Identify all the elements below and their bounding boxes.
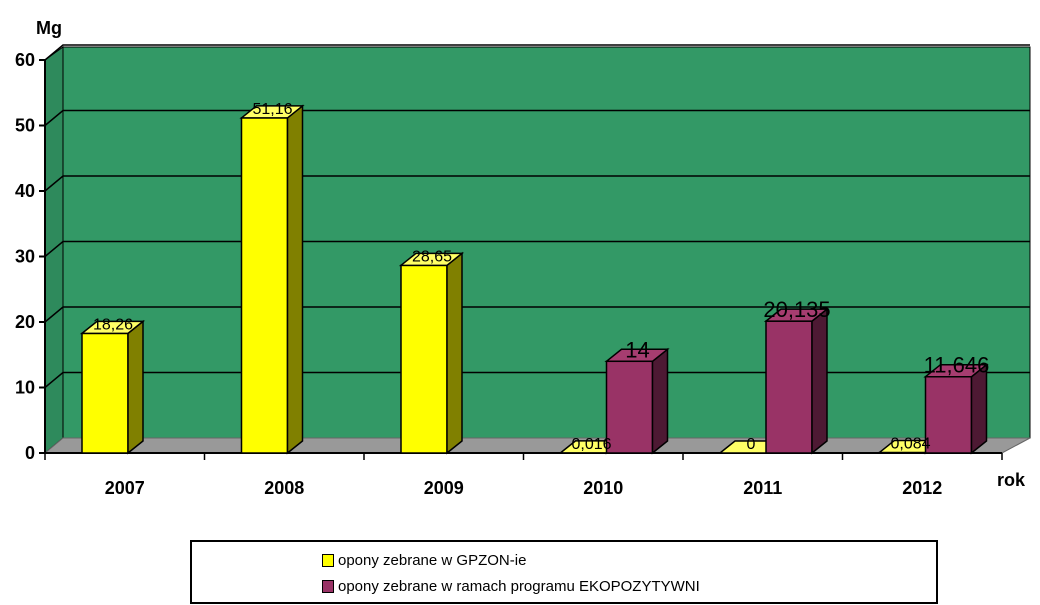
x-tick-label-2009: 2009 xyxy=(424,478,464,498)
x-tick-label-2012: 2012 xyxy=(902,478,942,498)
gridline-50 xyxy=(44,109,1030,127)
bar-2-2010 xyxy=(604,347,670,455)
y-tick-labels: 0 10 20 30 40 50 60 xyxy=(15,50,35,463)
bar-2-2012 xyxy=(923,363,989,455)
x-tick-labels: 2007 2008 2009 2010 2011 2012 xyxy=(105,478,943,498)
plot-area xyxy=(43,46,1031,455)
y-tick-label-10: 10 xyxy=(15,378,35,398)
bar-2-2011 xyxy=(763,307,830,455)
bar-side xyxy=(651,347,669,455)
gridline-10 xyxy=(44,371,1030,389)
gridline-20 xyxy=(44,306,1030,323)
data-labels: 18,26 51,16 28,65 0,016 0 0,084 14 20,135 11,646 xyxy=(93,101,989,453)
bar-side xyxy=(127,319,144,455)
gridline-40 xyxy=(44,175,1030,192)
data-label-1-2010: 0,016 xyxy=(571,436,611,453)
bar-1-2007 xyxy=(79,319,146,455)
bar-front xyxy=(240,117,289,454)
x-axis-title: rok xyxy=(997,470,1026,490)
bar-side xyxy=(811,307,828,455)
y-tick-label-30: 30 xyxy=(15,247,35,267)
bar-side xyxy=(970,363,988,455)
legend-label-series-2: opony zebrane w ramach programu EKOPOZYT… xyxy=(338,578,700,595)
bar-front xyxy=(400,264,448,454)
data-label-1-2008: 51,16 xyxy=(252,101,292,118)
legend-item-series-2: opony zebrane w ramach programu EKOPOZYT… xyxy=(322,578,700,595)
bar-side xyxy=(446,251,463,455)
bar-chart: 18,26 51,16 28,65 0,016 0 0,084 14 20,135 11,646… xyxy=(15,18,1031,498)
legend: opony zebrane w GPZON-ie opony zebrane w… xyxy=(190,540,938,604)
y-tick-label-0: 0 xyxy=(25,443,35,463)
legend-label-series-1: opony zebrane w GPZON-ie xyxy=(338,552,527,569)
plot-side-wall xyxy=(44,46,64,455)
bar-front xyxy=(924,375,973,454)
bar-top xyxy=(79,320,146,335)
bar-side xyxy=(286,104,304,455)
y-tick-label-60: 60 xyxy=(15,50,35,70)
gridline-30 xyxy=(44,240,1030,258)
data-label-1-2012: 0,084 xyxy=(890,435,930,452)
data-label-1-2007: 18,26 xyxy=(93,316,133,333)
legend-swatch-series-2 xyxy=(322,580,334,593)
bar-front xyxy=(81,332,129,454)
bar-top xyxy=(604,348,670,363)
y-tick-label-20: 20 xyxy=(15,312,35,332)
x-tick-label-2008: 2008 xyxy=(264,478,304,498)
bar-1-2008 xyxy=(239,104,305,455)
x-tick-label-2011: 2011 xyxy=(743,478,782,498)
bar-top xyxy=(763,308,830,322)
bar-top xyxy=(398,252,465,267)
gridline-60 xyxy=(44,44,1030,61)
data-label-2-2012: 11,646 xyxy=(924,353,990,378)
bar-top xyxy=(923,363,989,378)
x-tick-label-2007: 2007 xyxy=(105,478,145,498)
bar-1-2009 xyxy=(398,251,465,455)
y-tick-label-50: 50 xyxy=(15,116,35,136)
bar-front xyxy=(765,320,813,454)
gridlines xyxy=(44,44,1030,389)
bars xyxy=(79,104,989,455)
legend-item-series-1: opony zebrane w GPZON-ie xyxy=(322,552,526,569)
y-tick-label-40: 40 xyxy=(15,181,35,201)
legend-swatch-series-1 xyxy=(322,554,334,567)
bar-top xyxy=(239,105,305,119)
bar-front xyxy=(605,360,654,454)
axes xyxy=(39,59,1003,460)
data-label-1-2011: 0 xyxy=(747,436,756,453)
data-label-2-2011: 20,135 xyxy=(763,297,830,322)
x-tick-label-2010: 2010 xyxy=(583,478,623,498)
data-label-1-2009: 28,65 xyxy=(412,248,452,265)
y-axis-title: Mg xyxy=(36,18,62,38)
data-label-2-2010: 14 xyxy=(625,337,649,362)
plot-back-wall xyxy=(62,46,1031,439)
